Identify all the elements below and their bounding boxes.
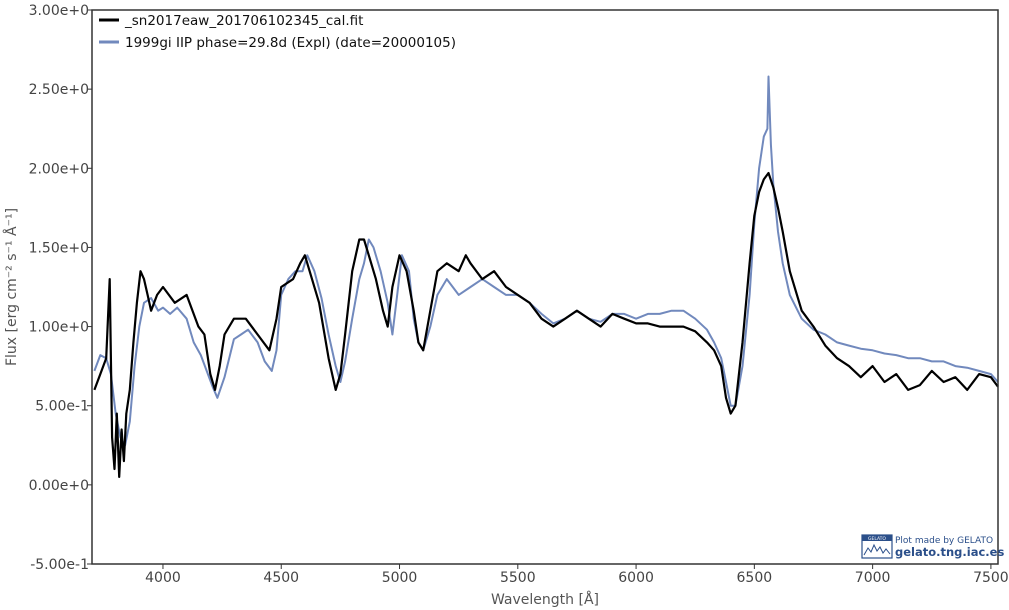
x-axis-title: Wavelength [Å] (491, 591, 599, 608)
series-layer (93, 75, 999, 478)
y-tick-label: 1.00e+0 (29, 320, 89, 336)
x-axis: 4000 4500 5000 5500 6000 6500 7000 7500 (145, 564, 1009, 586)
x-tick-label: 7500 (973, 570, 1009, 586)
y-axis: -5.00e-1 0.00e+0 5.00e-1 1.00e+0 1.50e+0 2.00… (29, 3, 92, 573)
x-tick-label: 5000 (382, 570, 418, 586)
y-tick-label: 3.00e+0 (29, 3, 89, 19)
legend-label-series-1: _sn2017eaw_201706102345_cal.fit (124, 13, 363, 29)
x-tick-label: 6000 (618, 570, 654, 586)
y-tick-label: -5.00e-1 (30, 557, 89, 573)
gelato-credit: GELATO Plot made by GELATO gelato.tng.ia… (861, 534, 1004, 559)
x-tick-label: 6500 (737, 570, 773, 586)
x-tick-label: 4000 (145, 570, 181, 586)
x-tick-label: 7000 (855, 570, 891, 586)
gelato-badge-spectrum-icon (863, 543, 891, 556)
y-tick-label: 5.00e-1 (35, 399, 89, 415)
x-tick-label: 4500 (263, 570, 299, 586)
x-tick-label: 5500 (500, 570, 536, 586)
series-line-2 (93, 75, 999, 447)
legend: _sn2017eaw_201706102345_cal.fit 1999gi I… (99, 13, 456, 51)
y-tick-label: 2.50e+0 (29, 82, 89, 98)
series-line-1 (93, 171, 999, 478)
y-tick-label: 2.00e+0 (29, 161, 89, 177)
legend-label-series-2: 1999gi IIP phase=29.8d (Expl) (date=2000… (125, 35, 456, 51)
gelato-credit-line2: gelato.tng.iac.es (895, 545, 1004, 559)
gelato-badge-text: GELATO (868, 536, 886, 542)
y-tick-label: 0.00e+0 (29, 478, 89, 494)
gelato-credit-line1: Plot made by GELATO (895, 536, 993, 546)
gelato-badge-header (862, 535, 892, 541)
plot-area-frame (91, 9, 999, 565)
y-tick-label: 1.50e+0 (29, 240, 89, 256)
y-axis-title: Flux [erg cm⁻² s⁻¹ Å⁻¹] (3, 208, 20, 366)
